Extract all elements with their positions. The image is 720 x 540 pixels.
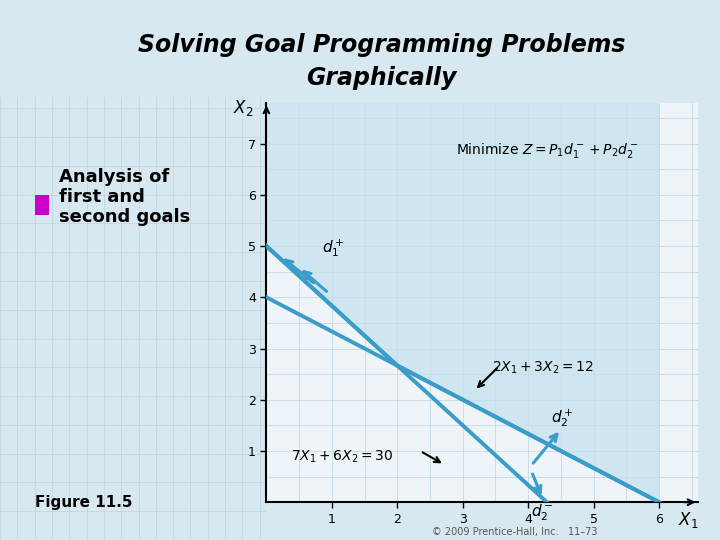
- Bar: [35, 194, 49, 214]
- Text: second goals: second goals: [58, 208, 190, 226]
- Text: © 2009 Prentice-Hall, Inc.   11–73: © 2009 Prentice-Hall, Inc. 11–73: [432, 527, 598, 537]
- Text: Solving Goal Programming Problems: Solving Goal Programming Problems: [138, 33, 626, 57]
- Text: Graphically: Graphically: [306, 66, 457, 90]
- Text: $7X_1 + 6X_2 = 30$: $7X_1 + 6X_2 = 30$: [292, 448, 394, 464]
- Text: first and: first and: [58, 188, 145, 206]
- Text: $2X_1 + 3X_2 = 12$: $2X_1 + 3X_2 = 12$: [492, 360, 594, 376]
- Text: Minimize $Z = P_1d_1^- + P_2d_2^-$: Minimize $Z = P_1d_1^- + P_2d_2^-$: [456, 141, 639, 160]
- Text: Analysis of: Analysis of: [58, 168, 169, 186]
- Text: $d_2^-$: $d_2^-$: [531, 503, 554, 523]
- Polygon shape: [266, 103, 659, 502]
- Text: Figure 11.5: Figure 11.5: [35, 495, 132, 510]
- Text: $X_1$: $X_1$: [678, 510, 699, 530]
- Text: $X_2$: $X_2$: [233, 98, 253, 118]
- Text: $d_1^+$: $d_1^+$: [322, 237, 345, 259]
- Text: $d_2^+$: $d_2^+$: [551, 408, 574, 429]
